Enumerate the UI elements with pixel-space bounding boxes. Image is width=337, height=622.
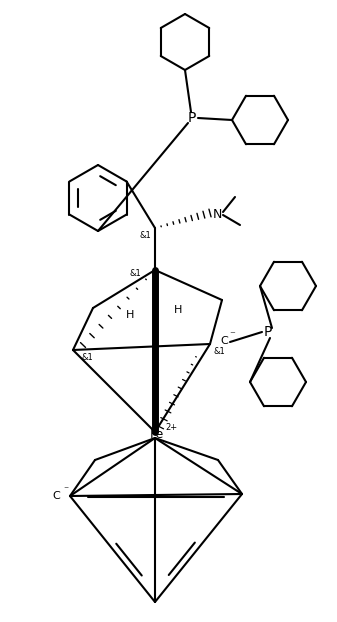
Text: C: C xyxy=(220,336,228,346)
Text: &1: &1 xyxy=(213,348,225,356)
Text: ⁻: ⁻ xyxy=(63,485,68,495)
Text: &1: &1 xyxy=(140,231,152,241)
Text: &1: &1 xyxy=(129,269,141,279)
Text: 2+: 2+ xyxy=(165,422,177,432)
Text: N: N xyxy=(212,208,222,221)
Text: P: P xyxy=(264,325,272,339)
Text: H: H xyxy=(174,305,182,315)
Text: Fe: Fe xyxy=(150,427,164,440)
Text: P: P xyxy=(188,111,196,125)
Text: ⁻: ⁻ xyxy=(229,330,235,340)
Text: C: C xyxy=(52,491,60,501)
Text: H: H xyxy=(126,310,134,320)
Text: &1: &1 xyxy=(81,353,93,363)
